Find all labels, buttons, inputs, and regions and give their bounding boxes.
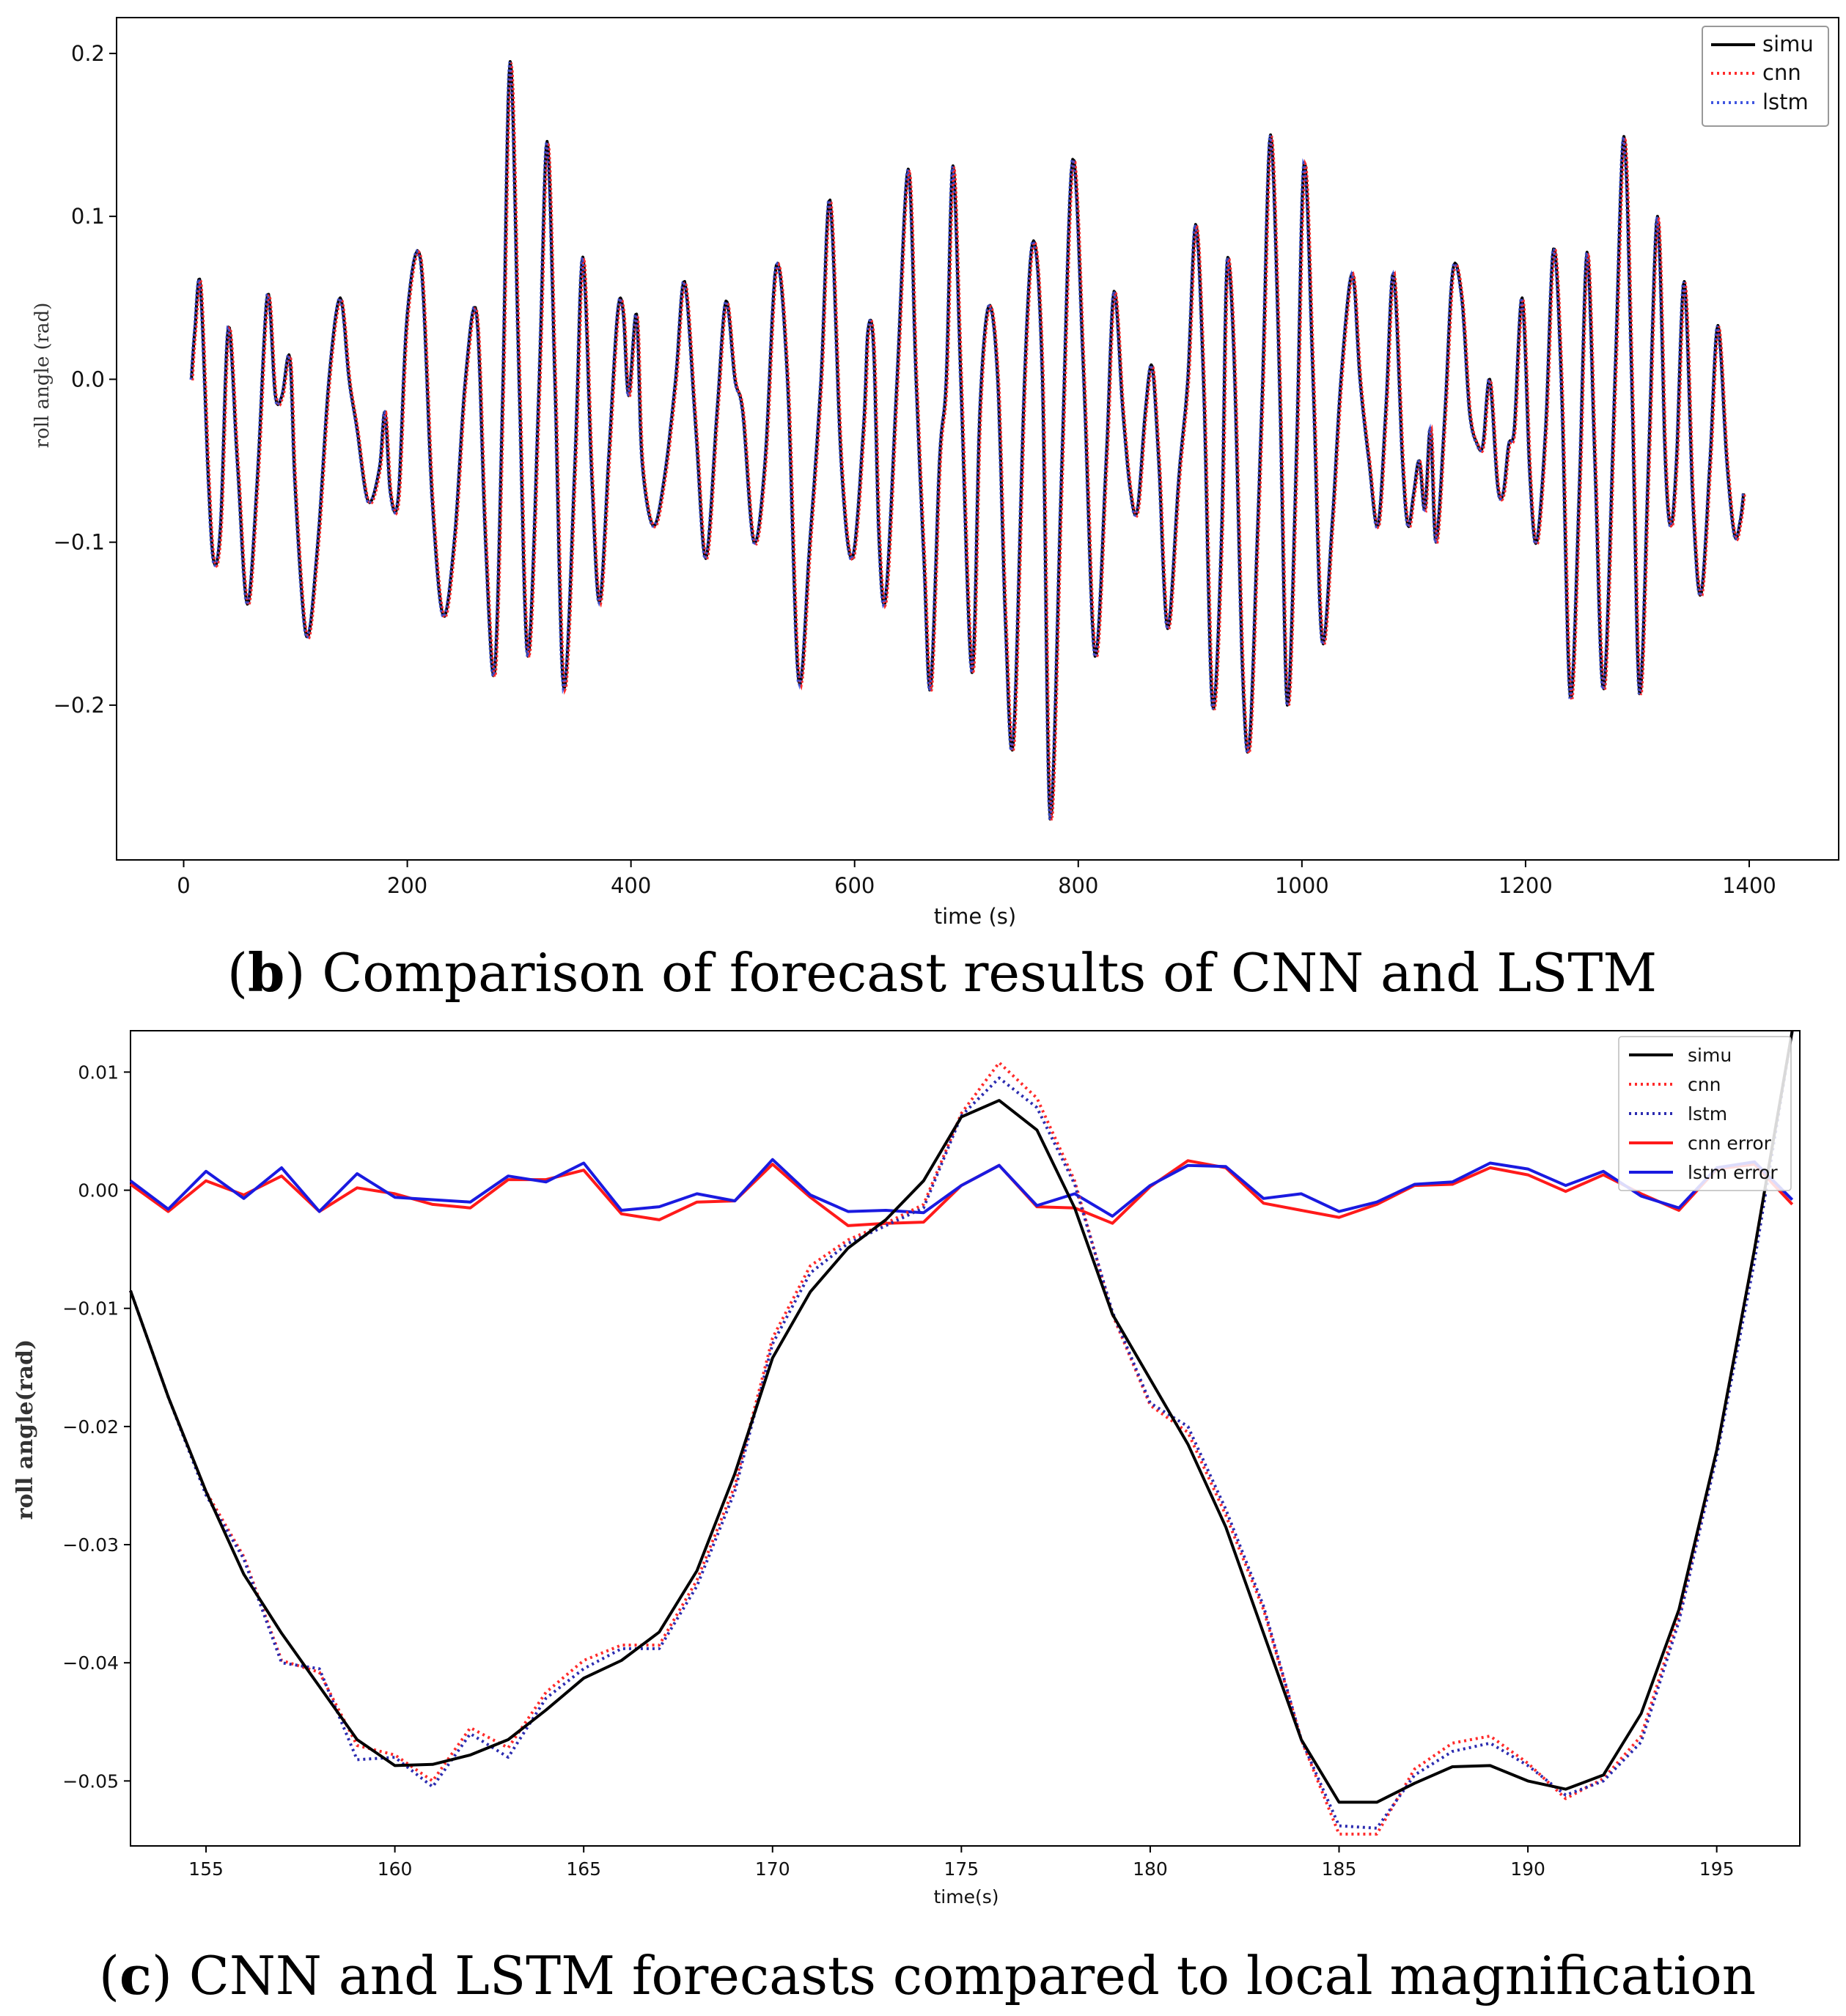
panel-c-xtick-label: 175 [944,1858,979,1880]
panel-b-x-axis: 0 200 400 600 800 1000 1200 1400 [177,860,1776,898]
panel-c-xtick-label: 180 [1133,1858,1168,1880]
panel-b-xtick-label: 200 [387,873,427,898]
panel-b-ytick-label: −0.1 [54,530,105,555]
panel-b-xtick-label: 1400 [1722,873,1776,898]
panel-c-xtick-label: 195 [1699,1858,1735,1880]
panel-c-ytick-label: 0.01 [78,1062,119,1083]
panel-b: −0.2 −0.1 0.0 0.1 0.2 0 200 400 600 800 1000 1200 1… [32,17,1839,1004]
panel-c-legend-simu-label: simu [1688,1045,1732,1066]
panel-c-x-axis: 155 160 165 170 175 180 185 190 195 [188,1846,1735,1880]
panel-b-caption-letter: b [248,941,284,1004]
panel-c: 0.01 0.00 −0.01 −0.02 −0.03 −0.04 −0.05 155 160… [12,1030,1801,2006]
panel-c-xtick-label: 155 [188,1858,224,1880]
panel-b-xtick-label: 1200 [1499,873,1553,898]
panel-b-xtick-label: 800 [1058,873,1098,898]
panel-b-xtick-label: 400 [611,873,651,898]
panel-c-ytick-label: 0.00 [78,1180,119,1202]
panel-c-ytick-label: −0.02 [62,1416,119,1438]
panel-c-legend: simu cnn lstm cnn error lstm error [1618,1036,1792,1191]
panel-c-ytick-label: −0.03 [62,1534,119,1556]
panel-b-legend-lstm-label: lstm [1762,89,1809,114]
panel-b-legend: simu cnn lstm [1702,26,1829,127]
panel-c-series-cnn [129,1030,1794,1836]
panel-c-plot-area [129,1030,1794,1836]
panel-b-y-axis: −0.2 −0.1 0.0 0.1 0.2 [54,41,117,718]
panel-c-caption-text: CNN and LSTM forecasts compared to local… [189,1945,1756,2006]
panel-b-ytick-label: 0.1 [71,204,105,229]
panel-c-xtick-label: 165 [566,1858,601,1880]
panel-c-caption: (c) CNN and LSTM forecasts compared to l… [99,1944,1756,2006]
panel-c-xtick-label: 185 [1322,1858,1357,1880]
panel-c-legend-cnn-label: cnn [1688,1074,1721,1095]
panel-c-ytick-label: −0.04 [62,1652,119,1674]
panel-b-plot-frame [116,17,1839,861]
panel-c-xtick-label: 190 [1510,1858,1545,1880]
panel-c-x-axis-label: time(s) [933,1886,999,1908]
panel-b-xtick-label: 600 [834,873,875,898]
panel-b-xtick-label: 0 [177,873,190,898]
panel-c-plot-frame [130,1030,1801,1847]
panel-b-series-lstm [189,62,1745,820]
panel-b-plot-area [189,60,1746,821]
panel-b-ytick-label: −0.2 [54,693,105,718]
panel-b-caption: (b) Comparison of forecast results of CN… [227,941,1657,1004]
panel-c-legend-box [1618,1036,1792,1191]
panel-c-y-axis-label: roll angle(rad) [12,1339,38,1520]
panel-c-caption-letter: c [119,1944,152,2006]
panel-c-xtick-label: 160 [378,1858,413,1880]
panel-b-xtick-label: 1000 [1275,873,1329,898]
panel-c-series-lstm-error [129,1158,1794,1218]
panel-c-y-axis: 0.01 0.00 −0.01 −0.02 −0.03 −0.04 −0.05 [62,1062,130,1792]
panel-c-ytick-label: −0.01 [62,1298,119,1320]
panel-b-legend-simu-label: simu [1762,32,1814,56]
panel-c-xtick-label: 170 [755,1858,790,1880]
panel-c-series-simu [129,1030,1794,1804]
panel-b-x-axis-label: time (s) [934,904,1016,929]
panel-c-legend-lstm-error-label: lstm error [1688,1162,1778,1183]
panel-b-y-axis-label: roll angle (rad) [32,303,54,449]
panel-b-legend-cnn-label: cnn [1762,60,1801,85]
panel-c-legend-cnn-error-label: cnn error [1688,1133,1772,1154]
panel-b-ytick-label: 0.0 [71,367,105,391]
panel-b-series-cnn [191,62,1746,821]
panel-b-ytick-label: 0.2 [71,41,105,66]
panel-c-ytick-label: −0.05 [62,1770,119,1792]
panel-c-legend-lstm-label: lstm [1688,1103,1727,1125]
panel-b-caption-text: Comparison of forecast results of CNN an… [322,942,1657,1004]
panel-b-legend-box [1702,26,1829,127]
